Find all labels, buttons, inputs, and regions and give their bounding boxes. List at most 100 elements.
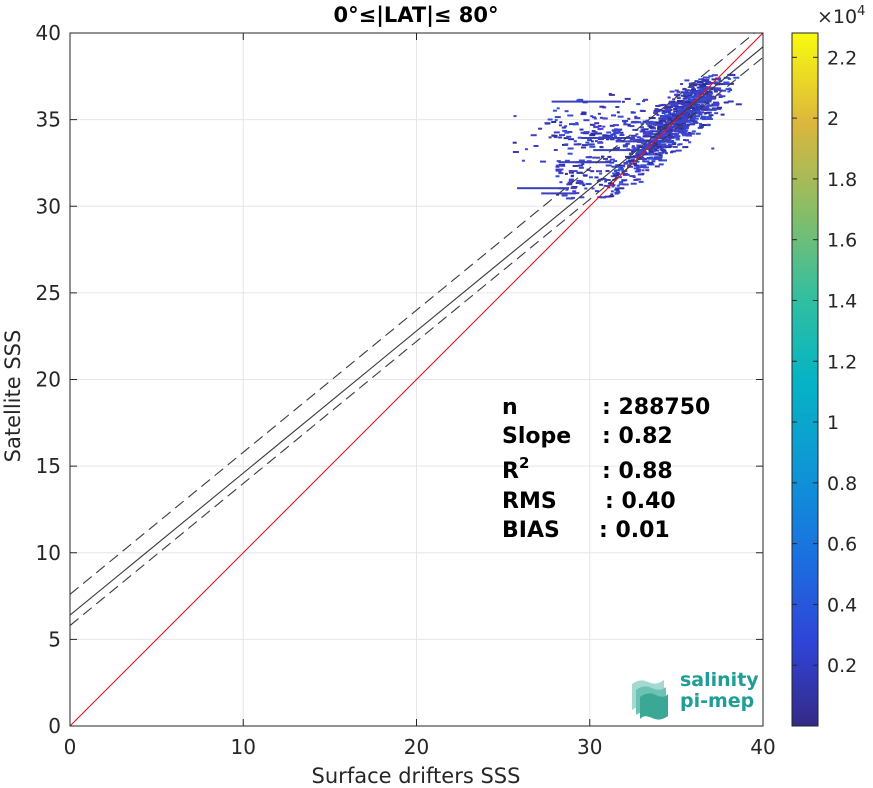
density-cell	[637, 121, 642, 124]
density-cell	[713, 109, 717, 111]
y-tick-label: 5	[48, 627, 61, 651]
density-cell	[640, 122, 644, 125]
density-cell	[572, 170, 578, 173]
density-cell	[592, 124, 596, 127]
density-cell	[618, 128, 623, 131]
y-axis-label: Satellite SSS	[1, 330, 25, 463]
density-cell	[687, 120, 691, 123]
stat-value: : 0.01	[599, 518, 670, 543]
density-cell	[538, 127, 543, 130]
density-cell	[635, 133, 639, 136]
density-cell	[657, 124, 664, 126]
density-cell	[583, 174, 588, 177]
density-cell	[633, 162, 638, 165]
density-cell	[668, 100, 672, 103]
density-cell	[555, 175, 560, 178]
density-cell	[682, 134, 687, 137]
density-cell	[593, 126, 600, 129]
stat-value: : 288750	[602, 395, 710, 420]
density-cell	[556, 107, 560, 110]
stat-label: n	[502, 395, 518, 420]
density-cell	[628, 160, 635, 162]
y-tick-label: 40	[36, 21, 61, 45]
density-cell	[633, 167, 640, 170]
density-cell	[698, 100, 702, 103]
density-cell	[512, 151, 519, 153]
density-cell	[594, 140, 598, 143]
density-cell	[672, 112, 676, 115]
density-cell	[685, 134, 692, 137]
density-cell	[621, 100, 625, 103]
density-cell	[685, 133, 691, 136]
density-cell	[651, 122, 658, 125]
colorbar-tick-label: 1.4	[827, 290, 857, 312]
stat-label: BIAS	[502, 518, 560, 543]
density-cell	[701, 99, 708, 102]
x-axis-label: Surface drifters SSS	[312, 764, 521, 788]
density-cell	[695, 115, 701, 118]
density-cell	[687, 111, 694, 114]
density-cell	[655, 121, 662, 124]
density-cell	[552, 109, 557, 112]
y-tick-label: 0	[48, 714, 61, 738]
density-cell	[642, 120, 646, 123]
density-cell	[695, 94, 701, 97]
density-cell	[599, 196, 606, 199]
density-cell	[650, 121, 657, 124]
density-cell	[568, 138, 575, 141]
density-cell	[578, 159, 585, 162]
density-cell	[617, 115, 624, 118]
density-cell	[623, 123, 629, 126]
density-cell	[695, 132, 701, 135]
density-cell	[671, 100, 676, 103]
density-cell	[676, 113, 680, 116]
density-streak	[551, 100, 621, 103]
density-cell	[576, 171, 583, 174]
density-cell	[684, 79, 690, 82]
density-cell	[703, 79, 709, 82]
density-cell	[556, 164, 563, 167]
density-cell	[648, 126, 654, 129]
density-cell	[701, 98, 708, 101]
density-cell	[705, 76, 710, 79]
density-cell	[610, 133, 616, 136]
density-cell	[691, 123, 696, 126]
density-cell	[651, 127, 657, 130]
density-cell	[634, 170, 641, 173]
density-cell	[692, 110, 699, 113]
line-regression-upper	[70, 33, 756, 595]
density-cell	[660, 104, 664, 107]
density-cell	[689, 107, 695, 109]
line-identity	[70, 33, 763, 726]
density-cell	[697, 81, 703, 83]
density-cell	[723, 82, 727, 85]
density-cell	[669, 102, 676, 105]
density-cell	[674, 128, 679, 131]
density-cell	[617, 129, 621, 132]
density-cell	[631, 150, 635, 153]
density-cell	[663, 127, 667, 130]
density-cell	[632, 176, 636, 178]
density-cell	[624, 97, 631, 100]
stat-value: : 0.82	[602, 424, 673, 449]
density-cell	[699, 83, 703, 86]
density-cell	[697, 89, 703, 92]
density-cell	[700, 115, 706, 118]
density-cell	[735, 103, 742, 106]
density-cell	[609, 161, 615, 164]
density-cell	[688, 96, 693, 98]
density-cell	[590, 132, 596, 135]
density-cell	[572, 123, 579, 126]
density-cell	[603, 184, 610, 187]
density-cell	[669, 128, 673, 131]
density-cell	[613, 131, 619, 134]
density-cell	[713, 102, 720, 105]
density-cell	[618, 164, 623, 167]
density-cell	[633, 178, 639, 181]
density-cell	[617, 166, 621, 168]
density-cell	[706, 94, 712, 97]
density-cell	[675, 149, 682, 152]
density-cell	[659, 133, 666, 136]
density-cell	[653, 110, 660, 112]
density-cell	[662, 159, 667, 162]
